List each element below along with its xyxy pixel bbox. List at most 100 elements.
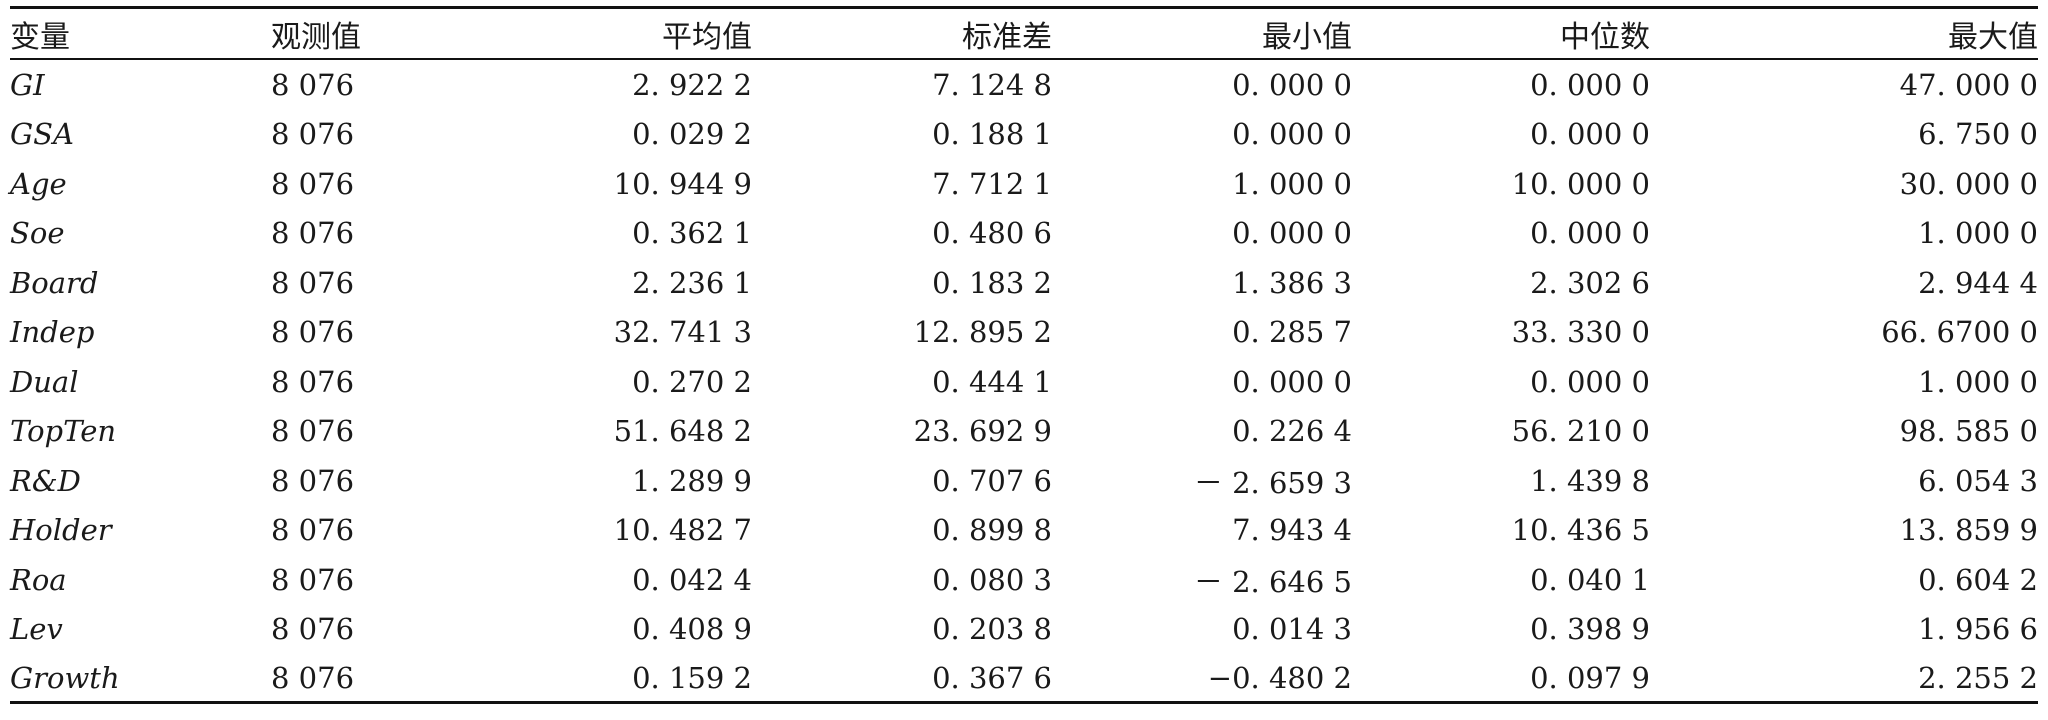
cell-observations: 8 076 bbox=[271, 216, 355, 251]
cell-mean: 51. 648 2 bbox=[613, 414, 752, 449]
cell-max: 6. 750 0 bbox=[1918, 117, 2038, 152]
cell-median: 0. 000 0 bbox=[1530, 216, 1650, 251]
cell-median: 0. 000 0 bbox=[1530, 117, 1650, 152]
header-mean: 平均值 bbox=[407, 7, 752, 60]
cell-max: 2. 255 2 bbox=[1918, 660, 2038, 695]
cell-mean: 0. 362 1 bbox=[632, 216, 752, 251]
cell-max: 1. 956 6 bbox=[1918, 612, 2038, 647]
cell-observations: 8 076 bbox=[271, 660, 355, 695]
cell-median: 10. 000 0 bbox=[1511, 166, 1650, 201]
cell-max: 30. 000 0 bbox=[1899, 166, 2038, 201]
cell-variable: Indep bbox=[10, 315, 95, 350]
cell-std-dev: 0. 203 8 bbox=[932, 612, 1052, 647]
cell-std-dev: 0. 480 6 bbox=[932, 216, 1052, 251]
cell-observations: 8 076 bbox=[271, 562, 355, 597]
header-observations: 观测值 bbox=[271, 7, 407, 60]
cell-min: 0. 226 4 bbox=[1232, 414, 1352, 449]
cell-max: 0. 604 2 bbox=[1918, 562, 2038, 597]
cell-min: 1. 000 0 bbox=[1232, 166, 1352, 201]
cell-mean: 0. 042 4 bbox=[632, 562, 752, 597]
cell-std-dev: 0. 707 6 bbox=[932, 463, 1052, 498]
cell-min: 1. 386 3 bbox=[1232, 265, 1352, 300]
cell-max: 13. 859 9 bbox=[1899, 513, 2038, 548]
cell-variable: Roa bbox=[10, 562, 67, 597]
cell-std-dev: 0. 080 3 bbox=[932, 562, 1052, 597]
cell-variable: Growth bbox=[10, 660, 120, 695]
cell-mean: 2. 922 2 bbox=[632, 67, 752, 102]
cell-std-dev: 12. 895 2 bbox=[913, 315, 1052, 350]
cell-std-dev: 7. 124 8 bbox=[932, 67, 1052, 102]
cell-mean: 10. 482 7 bbox=[613, 513, 752, 548]
cell-mean: 1. 289 9 bbox=[632, 463, 752, 498]
cell-variable: Board bbox=[10, 265, 99, 300]
cell-max: 66. 6700 0 bbox=[1881, 315, 2038, 350]
cell-max: 47. 000 0 bbox=[1899, 67, 2038, 102]
cell-mean: 0. 408 9 bbox=[632, 612, 752, 647]
table-row: Age 8 076 10. 944 9 7. 712 1 1. 000 0 10… bbox=[10, 159, 2038, 209]
cell-min: 0. 000 0 bbox=[1232, 364, 1352, 399]
cell-observations: 8 076 bbox=[271, 612, 355, 647]
cell-observations: 8 076 bbox=[271, 117, 355, 152]
cell-std-dev: 0. 444 1 bbox=[932, 364, 1052, 399]
cell-observations: 8 076 bbox=[271, 414, 355, 449]
cell-mean: 2. 236 1 bbox=[632, 265, 752, 300]
cell-max: 98. 585 0 bbox=[1899, 414, 2038, 449]
cell-variable: TopTen bbox=[10, 414, 117, 449]
table-row: GI 8 076 2. 922 2 7. 124 8 0. 000 0 0. 0… bbox=[10, 59, 2038, 110]
cell-median: 1. 439 8 bbox=[1530, 463, 1650, 498]
header-variable: 变量 bbox=[10, 7, 271, 60]
cell-observations: 8 076 bbox=[271, 364, 355, 399]
table-header: 变量 观测值 平均值 标准差 最小值 中位数 最大值 bbox=[10, 7, 2038, 60]
cell-std-dev: 0. 899 8 bbox=[932, 513, 1052, 548]
cell-variable: Holder bbox=[10, 513, 112, 548]
cell-min: 0. 000 0 bbox=[1232, 67, 1352, 102]
table-row: Growth 8 076 0. 159 2 0. 367 6 −0. 480 2… bbox=[10, 654, 2038, 703]
cell-median: 0. 097 9 bbox=[1530, 660, 1650, 695]
cell-observations: 8 076 bbox=[271, 166, 355, 201]
cell-median: 10. 436 5 bbox=[1511, 513, 1650, 548]
table-row: R&D 8 076 1. 289 9 0. 707 6 － 2. 659 3 1… bbox=[10, 456, 2038, 506]
table-row: Soe 8 076 0. 362 1 0. 480 6 0. 000 0 0. … bbox=[10, 209, 2038, 259]
descriptive-statistics-table: 变量 观测值 平均值 标准差 最小值 中位数 最大值 GI 8 076 2. 9… bbox=[10, 6, 2038, 704]
cell-observations: 8 076 bbox=[271, 513, 355, 548]
table-body: GI 8 076 2. 922 2 7. 124 8 0. 000 0 0. 0… bbox=[10, 59, 2038, 703]
table-row: GSA 8 076 0. 029 2 0. 188 1 0. 000 0 0. … bbox=[10, 110, 2038, 160]
cell-min: 7. 943 4 bbox=[1232, 513, 1352, 548]
cell-max: 1. 000 0 bbox=[1918, 364, 2038, 399]
cell-mean: 32. 741 3 bbox=[613, 315, 752, 350]
header-min: 最小值 bbox=[1052, 7, 1352, 60]
cell-min: － 2. 646 5 bbox=[1193, 564, 1352, 599]
table-row: Roa 8 076 0. 042 4 0. 080 3 － 2. 646 5 0… bbox=[10, 555, 2038, 605]
table-row: Holder 8 076 10. 482 7 0. 899 8 7. 943 4… bbox=[10, 506, 2038, 556]
cell-variable: Age bbox=[10, 166, 67, 201]
cell-max: 2. 944 4 bbox=[1918, 265, 2038, 300]
cell-std-dev: 7. 712 1 bbox=[932, 166, 1052, 201]
cell-std-dev: 0. 188 1 bbox=[932, 117, 1052, 152]
cell-observations: 8 076 bbox=[271, 463, 355, 498]
cell-observations: 8 076 bbox=[271, 67, 355, 102]
cell-max: 6. 054 3 bbox=[1918, 463, 2038, 498]
cell-median: 0. 398 9 bbox=[1530, 612, 1650, 647]
cell-std-dev: 23. 692 9 bbox=[913, 414, 1052, 449]
table-row: Lev 8 076 0. 408 9 0. 203 8 0. 014 3 0. … bbox=[10, 605, 2038, 655]
cell-median: 2. 302 6 bbox=[1530, 265, 1650, 300]
header-median: 中位数 bbox=[1352, 7, 1650, 60]
cell-median: 33. 330 0 bbox=[1511, 315, 1650, 350]
cell-variable: Soe bbox=[10, 216, 65, 251]
cell-min: － 2. 659 3 bbox=[1193, 465, 1352, 500]
table-row: Board 8 076 2. 236 1 0. 183 2 1. 386 3 2… bbox=[10, 258, 2038, 308]
header-row: 变量 观测值 平均值 标准差 最小值 中位数 最大值 bbox=[10, 7, 2038, 60]
cell-mean: 0. 159 2 bbox=[632, 660, 752, 695]
cell-median: 0. 000 0 bbox=[1530, 364, 1650, 399]
cell-variable: GI bbox=[10, 67, 45, 102]
table-row: TopTen 8 076 51. 648 2 23. 692 9 0. 226 … bbox=[10, 407, 2038, 457]
header-std-dev: 标准差 bbox=[752, 7, 1052, 60]
header-max: 最大值 bbox=[1650, 7, 2038, 60]
cell-observations: 8 076 bbox=[271, 265, 355, 300]
cell-variable: R&D bbox=[10, 463, 81, 498]
cell-min: 0. 000 0 bbox=[1232, 117, 1352, 152]
cell-median: 0. 040 1 bbox=[1530, 562, 1650, 597]
cell-median: 0. 000 0 bbox=[1530, 67, 1650, 102]
cell-std-dev: 0. 183 2 bbox=[932, 265, 1052, 300]
cell-std-dev: 0. 367 6 bbox=[932, 660, 1052, 695]
